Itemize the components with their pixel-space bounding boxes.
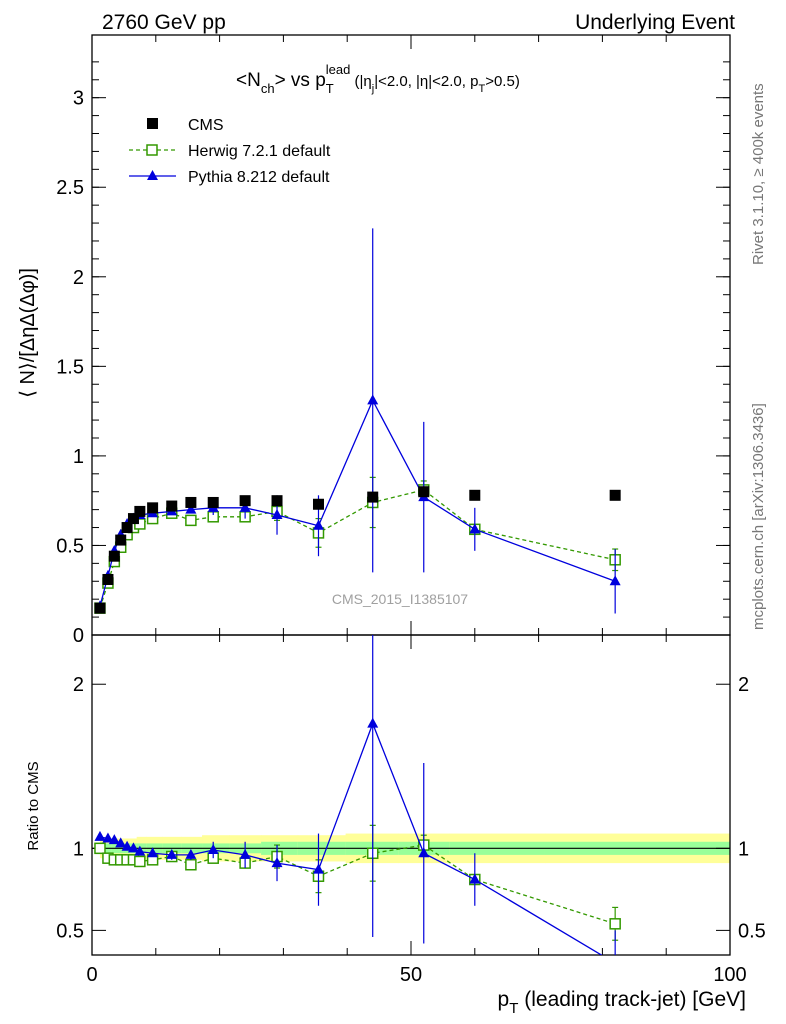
herwig-ratio-point — [94, 842, 106, 855]
cms-main-point — [271, 495, 283, 507]
pythia-ratio-point — [147, 847, 159, 858]
title-cond-a-sub: j — [371, 83, 374, 95]
legend-cms-marker — [147, 118, 158, 129]
cms-main-point — [134, 505, 146, 517]
main-axes: 0 0.5 1 1.5 2 2.5 3 — [56, 34, 731, 647]
legend: CMS Herwig 7.2.1 default Pythia 8.212 de… — [129, 117, 331, 186]
pythia-main-point — [239, 501, 251, 512]
x-axis-label-sub: T — [509, 1000, 518, 1017]
main-y-tick-label: 3 — [73, 88, 84, 110]
herwig-ratio-point — [134, 855, 146, 868]
pythia-main-point — [367, 394, 379, 405]
mcplots-label: mcplots.cern.ch [arXiv:1306.3436] — [750, 403, 767, 630]
ratio-y-tick-label-right: 0.5 — [738, 920, 766, 942]
main-series — [94, 228, 621, 614]
ratio-y-tick-label: 2 — [73, 674, 84, 696]
legend-pythia-marker — [147, 170, 158, 180]
pythia-ratio-point — [108, 834, 120, 845]
title-var-sub: T — [326, 81, 334, 96]
pythia-main-point — [312, 519, 324, 530]
x-axis-label: pT (leading track-jet) [GeV] — [498, 988, 746, 1017]
cms-main-point — [609, 489, 621, 501]
legend-herwig-marker — [146, 144, 158, 156]
pythia-main-point — [185, 503, 197, 514]
pythia-main-point — [469, 523, 481, 534]
cms-main-point — [147, 502, 159, 514]
pythia-ratio-point — [469, 873, 481, 884]
legend-cms-label: CMS — [188, 117, 224, 134]
cms-main-point — [239, 495, 251, 507]
ratio-axes: 0.5 1 2 0.5 1 2 0 50 100 — [56, 634, 766, 986]
pythia-ratio-point — [166, 848, 178, 859]
pythia-ratio-point — [367, 717, 379, 728]
cms-main-point — [127, 513, 139, 525]
title-mid: > vs p — [275, 70, 326, 91]
cms-main-point — [312, 498, 324, 510]
pythia-ratio-point — [271, 857, 283, 868]
header-right-label: Underlying Event — [575, 11, 735, 34]
pythia-ratio-point — [418, 847, 430, 858]
cms-main-point — [166, 500, 178, 512]
pythia-ratio-point — [312, 863, 324, 874]
herwig-ratio-point — [185, 858, 197, 871]
header-left-label: 2760 GeV pp — [102, 11, 226, 34]
main-y-tick-label: 2.5 — [56, 177, 84, 199]
cms-main-point — [115, 534, 127, 546]
cms-main-point — [102, 573, 114, 585]
pythia-main-point — [609, 575, 621, 586]
title-cond-b-sub: T — [478, 83, 485, 95]
main-y-tick-label: 1.5 — [56, 356, 84, 378]
main-plot-title: <Nch> vs pTlead (|ηj|<2.0, |η|<2.0, pT>0… — [236, 62, 520, 96]
ratio-y-axis-label: Ratio to CMS — [25, 761, 42, 850]
pythia-ratio-point — [127, 842, 139, 853]
pythia-main-line — [99, 398, 616, 607]
title-lhs: <N — [236, 70, 261, 91]
cms-main-point — [367, 491, 379, 503]
cms-main-point — [207, 496, 219, 508]
pythia-ratio-point — [115, 837, 127, 848]
herwig-main-point — [185, 514, 197, 527]
ratio-y-tick-label-right: 2 — [738, 674, 749, 696]
pythia-ratio-point — [102, 832, 114, 843]
x-tick-label: 0 — [86, 964, 97, 986]
cms-main-point — [94, 602, 106, 614]
pythia-ratio-point — [239, 848, 251, 859]
title-lhs-sub: ch — [261, 81, 275, 96]
main-y-tick-label: 0 — [73, 625, 84, 647]
title-var-sup: lead — [326, 62, 351, 77]
x-tick-label: 100 — [713, 964, 746, 986]
x-axis-label-rest: (leading track-jet) [GeV] — [518, 988, 746, 1011]
main-y-tick-label: 2 — [73, 267, 84, 289]
ratio-frame — [91, 634, 731, 956]
pythia-ratio-point — [94, 830, 106, 841]
x-tick-label: 50 — [400, 964, 422, 986]
cms-main-point — [108, 550, 120, 562]
cms-main-point — [418, 486, 430, 498]
legend-herwig-label: Herwig 7.2.1 default — [188, 143, 331, 160]
legend-pythia-label: Pythia 8.212 default — [188, 169, 330, 186]
pythia-main-point — [271, 509, 283, 519]
main-y-axis-label: ⟨ N⟩/[ΔηΔ(Δφ)] — [17, 268, 39, 398]
analysis-watermark: CMS_2015_I1385107 — [332, 591, 468, 607]
pythia-ratio-point — [121, 840, 133, 851]
rivet-version-label: Rivet 3.1.10, ≥ 400k events — [750, 83, 767, 265]
pythia-ratio-point — [134, 845, 146, 856]
title-cond-b: |<2.0, |η|<2.0, p — [374, 73, 478, 90]
title-cond-a: (|η — [350, 73, 371, 90]
title-cond-c: >0.5) — [485, 73, 520, 90]
ratio-y-tick-label: 1 — [73, 838, 84, 860]
pythia-ratio-point — [185, 848, 197, 859]
main-y-tick-label: 1 — [73, 446, 84, 468]
cms-main-point — [121, 522, 133, 534]
ratio-y-tick-label: 0.5 — [56, 920, 84, 942]
cms-main-point — [185, 496, 197, 508]
x-axis-label-main: p — [498, 988, 510, 1011]
pythia-ratio-point — [207, 843, 219, 854]
ratio-series — [94, 635, 621, 955]
ratio-y-tick-label-right: 1 — [738, 838, 749, 860]
main-y-tick-label: 0.5 — [56, 535, 84, 557]
cms-main-point — [469, 489, 481, 501]
herwig-ratio-point — [609, 918, 621, 930]
